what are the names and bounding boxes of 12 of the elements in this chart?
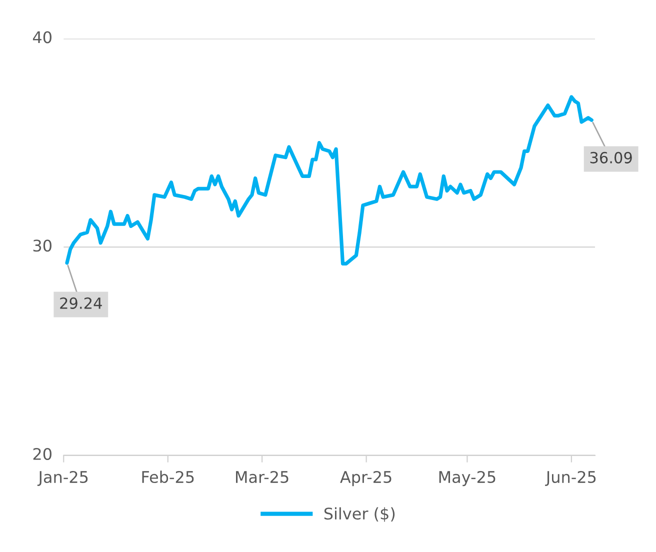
y-tick-label: 40 [32, 31, 52, 44]
x-tick-label: May-25 [439, 470, 496, 486]
x-tick-label: Jan-25 [37, 470, 88, 486]
x-tick-label: Apr-25 [340, 470, 392, 486]
x-tick-label: Feb-25 [142, 470, 194, 484]
annotation: 29.24 [60, 297, 102, 309]
annotation: 36.09 [590, 152, 632, 164]
legend-label: Silver ($) [324, 507, 395, 522]
x-tick-label: Jun-25 [545, 470, 596, 486]
y-tick-label: 20 [33, 448, 52, 460]
x-tick-label: Mar-25 [236, 470, 288, 484]
y-tick-label: 30 [33, 240, 52, 252]
